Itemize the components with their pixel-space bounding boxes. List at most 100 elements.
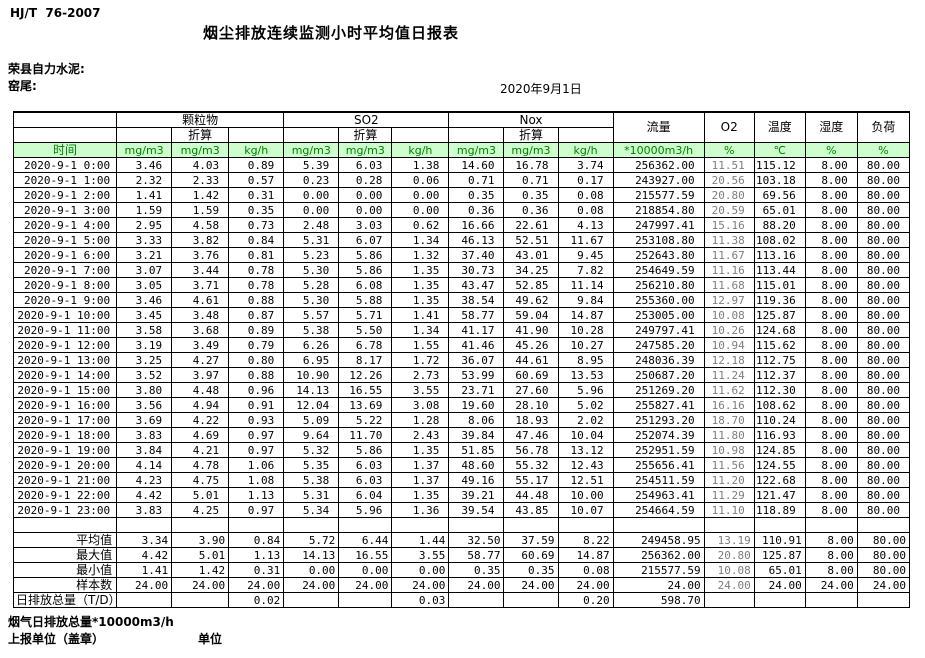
value-cell: 0.71 <box>503 172 559 188</box>
group-header-temperature: 温度 <box>753 111 806 143</box>
row-time: 2020-9-1 20:00 <box>12 457 118 473</box>
value-cell: 8.00 <box>804 367 858 383</box>
value-cell: 121.47 <box>753 487 806 503</box>
value-cell: 8.22 <box>557 532 614 548</box>
blank-cell <box>391 127 450 143</box>
value-cell <box>612 517 705 533</box>
value-cell: 1.35 <box>391 487 450 503</box>
value-cell: 1.34 <box>391 322 450 338</box>
value-cell: 28.10 <box>503 397 559 413</box>
value-cell: 2.32 <box>116 172 173 188</box>
value-cell: 18.93 <box>503 412 559 428</box>
value-cell: 80.00 <box>856 502 911 518</box>
value-cell: 16.55 <box>338 382 393 398</box>
value-cell: 8.00 <box>804 292 858 308</box>
value-cell: 41.90 <box>503 322 559 338</box>
value-cell: 27.60 <box>503 382 559 398</box>
value-cell: 80.00 <box>856 352 911 368</box>
value-cell: 215577.59 <box>612 562 705 578</box>
summary-label: 最大值 <box>12 547 118 563</box>
blank-cell <box>557 127 614 143</box>
value-cell <box>503 517 559 533</box>
value-cell: 3.71 <box>171 277 230 293</box>
value-cell: 14.60 <box>448 157 505 173</box>
value-cell: 5.71 <box>338 307 393 323</box>
value-cell: 10.07 <box>557 502 614 518</box>
value-cell: 5.96 <box>338 502 393 518</box>
value-cell: 125.87 <box>753 547 806 563</box>
value-cell: 0.03 <box>391 592 450 608</box>
value-cell: 3.55 <box>391 382 450 398</box>
value-cell: 8.00 <box>804 382 858 398</box>
value-cell <box>116 517 173 533</box>
group-header-flow: 流量 <box>612 111 705 143</box>
value-cell: 14.13 <box>283 547 340 563</box>
unit-header: ℃ <box>753 142 806 158</box>
value-cell <box>703 517 755 533</box>
value-cell: 3.49 <box>171 337 230 353</box>
value-cell: 24.00 <box>503 577 559 593</box>
value-cell: 7.82 <box>557 262 614 278</box>
value-cell: 0.57 <box>228 172 285 188</box>
value-cell: 5.02 <box>557 397 614 413</box>
unit-header: mg/m3 <box>116 142 173 158</box>
value-cell: 88.20 <box>753 217 806 233</box>
value-cell: 80.00 <box>856 472 911 488</box>
value-cell: 5.30 <box>283 292 340 308</box>
value-cell: 10.94 <box>703 337 755 353</box>
value-cell: 58.77 <box>448 307 505 323</box>
value-cell: 5.39 <box>283 157 340 173</box>
value-cell: 45.26 <box>503 337 559 353</box>
flow-total-note: 烟气日排放总量*10000m3/h <box>8 615 174 629</box>
value-cell: 256210.80 <box>612 277 705 293</box>
value-cell: 113.44 <box>753 262 806 278</box>
value-cell: 4.25 <box>171 502 230 518</box>
value-cell: 34.25 <box>503 262 559 278</box>
value-cell: 3.21 <box>116 247 173 263</box>
value-cell: 80.00 <box>856 247 911 263</box>
value-cell: 24.00 <box>557 577 614 593</box>
value-cell: 0.88 <box>228 367 285 383</box>
value-cell <box>283 592 340 608</box>
value-cell: 3.90 <box>171 532 230 548</box>
value-cell: 41.46 <box>448 337 505 353</box>
value-cell: 1.59 <box>171 202 230 218</box>
value-cell: 11.80 <box>703 427 755 443</box>
page-title: 烟尘排放连续监测小时平均值日报表 <box>203 24 460 42</box>
value-cell: 5.01 <box>171 547 230 563</box>
unit-header: % <box>856 142 911 158</box>
value-cell: 8.00 <box>804 562 858 578</box>
value-cell: 0.87 <box>228 307 285 323</box>
value-cell: 2.95 <box>116 217 173 233</box>
value-cell: 11.67 <box>557 232 614 248</box>
value-cell: 247997.41 <box>612 217 705 233</box>
value-cell: 11.68 <box>703 277 755 293</box>
value-cell: 52.85 <box>503 277 559 293</box>
value-cell: 0.97 <box>228 442 285 458</box>
value-cell: 3.52 <box>116 367 173 383</box>
row-time: 2020-9-1 6:00 <box>12 247 118 263</box>
value-cell: 60.69 <box>503 367 559 383</box>
value-cell: 10.27 <box>557 337 614 353</box>
value-cell: 8.00 <box>804 457 858 473</box>
value-cell: 1.42 <box>171 562 230 578</box>
row-time: 2020-9-1 19:00 <box>12 442 118 458</box>
unit-header: mg/m3 <box>338 142 393 158</box>
value-cell: 4.42 <box>116 487 173 503</box>
time-header: 时间 <box>12 142 118 158</box>
reporting-unit-stamp-label: 上报单位（盖章） <box>8 632 105 646</box>
value-cell: 4.27 <box>171 352 230 368</box>
value-cell: 247585.20 <box>612 337 705 353</box>
spacer-cell <box>12 517 118 533</box>
value-cell: 48.60 <box>448 457 505 473</box>
row-time: 2020-9-1 12:00 <box>12 337 118 353</box>
value-cell: 20.80 <box>703 547 755 563</box>
value-cell: 3.19 <box>116 337 173 353</box>
value-cell: 13.53 <box>557 367 614 383</box>
value-cell <box>448 592 505 608</box>
unit-header: mg/m3 <box>503 142 559 158</box>
row-time: 2020-9-1 7:00 <box>12 262 118 278</box>
value-cell: 4.21 <box>171 442 230 458</box>
value-cell: 0.08 <box>557 202 614 218</box>
value-cell: 55.32 <box>503 457 559 473</box>
